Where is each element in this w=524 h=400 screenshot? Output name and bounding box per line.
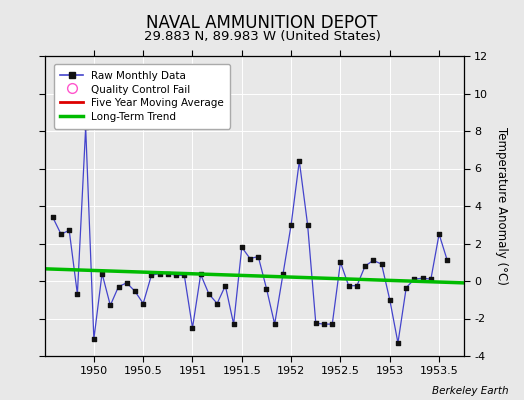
Point <box>328 321 336 327</box>
Point <box>410 276 419 282</box>
Point <box>320 321 328 327</box>
Point <box>81 124 90 130</box>
Point <box>196 271 205 278</box>
Point <box>172 272 180 278</box>
Point <box>263 285 271 292</box>
Point <box>163 270 172 277</box>
Point <box>57 231 65 237</box>
Point <box>443 257 452 264</box>
Text: NAVAL AMMUNITION DEPOT: NAVAL AMMUNITION DEPOT <box>146 14 378 32</box>
Point <box>73 291 82 297</box>
Point <box>435 231 443 237</box>
Point <box>369 257 377 264</box>
Point <box>49 214 57 220</box>
Point <box>287 222 296 228</box>
Point <box>394 340 402 346</box>
Point <box>353 282 361 289</box>
Point <box>386 296 394 303</box>
Point <box>303 222 312 228</box>
Point <box>156 270 164 277</box>
Text: 29.883 N, 89.983 W (United States): 29.883 N, 89.983 W (United States) <box>144 30 380 43</box>
Text: Berkeley Earth: Berkeley Earth <box>432 386 508 396</box>
Point <box>402 284 410 291</box>
Point <box>254 254 263 260</box>
Point <box>361 263 369 269</box>
Point <box>98 270 106 277</box>
Y-axis label: Temperature Anomaly (°C): Temperature Anomaly (°C) <box>495 127 508 285</box>
Point <box>221 282 230 289</box>
Point <box>106 302 115 308</box>
Point <box>147 272 156 278</box>
Point <box>213 300 221 307</box>
Point <box>230 321 238 327</box>
Point <box>336 259 345 266</box>
Point <box>237 244 246 250</box>
Point <box>90 336 98 342</box>
Point <box>279 271 287 278</box>
Point <box>180 272 189 278</box>
Point <box>312 320 320 326</box>
Point <box>123 280 131 286</box>
Point <box>205 291 213 297</box>
Point <box>246 255 254 262</box>
Point <box>419 275 427 281</box>
Point <box>270 321 279 327</box>
Legend: Raw Monthly Data, Quality Control Fail, Five Year Moving Average, Long-Term Tren: Raw Monthly Data, Quality Control Fail, … <box>54 64 231 128</box>
Point <box>344 282 353 289</box>
Point <box>188 325 196 331</box>
Point <box>377 261 386 267</box>
Point <box>114 284 123 290</box>
Point <box>139 300 147 307</box>
Point <box>427 276 435 282</box>
Point <box>65 227 73 234</box>
Point <box>131 288 139 294</box>
Point <box>295 158 303 164</box>
